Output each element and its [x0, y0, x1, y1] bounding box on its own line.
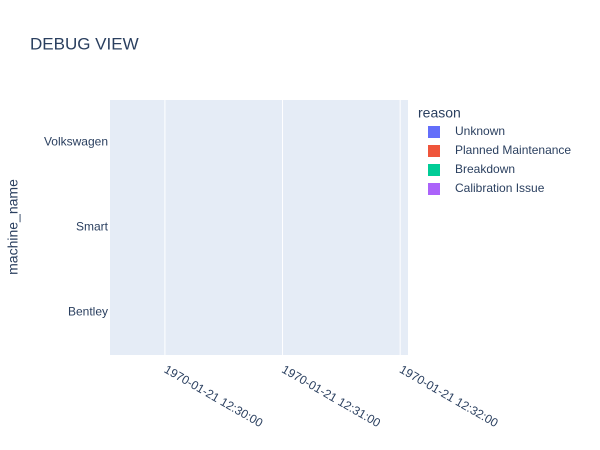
legend-label: Calibration Issue	[455, 181, 545, 195]
legend-swatch	[428, 145, 440, 157]
legend-swatch	[428, 164, 440, 176]
chart-title: DEBUG VIEW	[30, 34, 139, 53]
x-tick-label: 1970-01-21 12:32:00	[397, 362, 501, 430]
y-tick-label: Volkswagen	[44, 135, 108, 149]
plot-area	[110, 100, 408, 355]
x-tick-label: 1970-01-21 12:31:00	[279, 362, 383, 430]
legend-swatch	[428, 183, 440, 195]
y-axis-title: machine_name	[5, 179, 21, 275]
x-tick-label: 1970-01-21 12:30:00	[162, 362, 266, 430]
legend-swatch	[428, 126, 440, 138]
legend-label: Breakdown	[455, 162, 515, 176]
legend-label: Unknown	[455, 124, 505, 138]
y-tick-label: Smart	[76, 220, 109, 234]
legend-title: reason	[418, 105, 461, 121]
y-tick-label: Bentley	[68, 305, 108, 319]
legend-label: Planned Maintenance	[455, 143, 571, 157]
